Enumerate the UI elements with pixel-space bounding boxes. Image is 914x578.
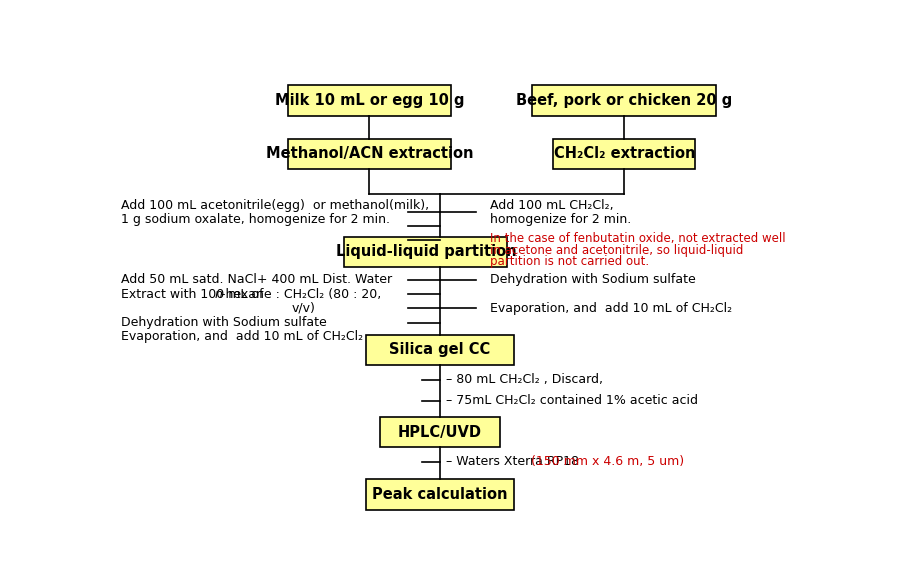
Text: Extract with 100 mL of: Extract with 100 mL of [122,288,268,301]
FancyBboxPatch shape [345,237,507,267]
Text: 1 g sodium oxalate, homogenize for 2 min.: 1 g sodium oxalate, homogenize for 2 min… [122,213,390,226]
Text: homogenize for 2 min.: homogenize for 2 min. [490,213,631,226]
Text: CH₂Cl₂ extraction: CH₂Cl₂ extraction [554,146,695,161]
Text: partition is not carried out.: partition is not carried out. [490,255,649,268]
Text: Add 50 mL satd. NaCl+ 400 mL Dist. Water: Add 50 mL satd. NaCl+ 400 mL Dist. Water [122,273,392,286]
Text: Evaporation, and  add 10 mL of CH₂Cl₂: Evaporation, and add 10 mL of CH₂Cl₂ [122,331,364,343]
Text: -hexane : CH₂Cl₂ (80 : 20,: -hexane : CH₂Cl₂ (80 : 20, [220,288,381,301]
Text: Dehydration with Sodium sulfate: Dehydration with Sodium sulfate [490,273,696,286]
Text: Dehydration with Sodium sulfate: Dehydration with Sodium sulfate [122,316,327,329]
Text: Evaporation, and  add 10 mL of CH₂Cl₂: Evaporation, and add 10 mL of CH₂Cl₂ [490,302,732,315]
Text: Beef, pork or chicken 20 g: Beef, pork or chicken 20 g [516,93,732,108]
FancyBboxPatch shape [288,86,451,116]
Text: – 80 mL CH₂Cl₂ , Discard,: – 80 mL CH₂Cl₂ , Discard, [446,373,602,386]
Text: Peak calculation: Peak calculation [372,487,508,502]
Text: (150 mm x 4.6 m, 5 um): (150 mm x 4.6 m, 5 um) [530,455,684,468]
FancyBboxPatch shape [288,139,451,169]
Text: Methanol/ACN extraction: Methanol/ACN extraction [265,146,473,161]
FancyBboxPatch shape [366,335,515,365]
FancyBboxPatch shape [380,417,500,447]
Text: v/v): v/v) [292,302,315,315]
FancyBboxPatch shape [554,139,696,169]
FancyBboxPatch shape [366,479,515,510]
Text: Add 100 mL acetonitrile(egg)  or methanol(milk),: Add 100 mL acetonitrile(egg) or methanol… [122,199,430,212]
Text: n: n [214,288,222,301]
Text: HPLC/UVD: HPLC/UVD [399,425,482,440]
FancyBboxPatch shape [532,86,717,116]
Text: in acetone and acetonitrile, so liquid-liquid: in acetone and acetonitrile, so liquid-l… [490,243,743,257]
Text: – 75mL CH₂Cl₂ contained 1% acetic acid: – 75mL CH₂Cl₂ contained 1% acetic acid [446,394,697,407]
Text: Liquid-liquid partition: Liquid-liquid partition [335,244,516,260]
Text: Milk 10 mL or egg 10 g: Milk 10 mL or egg 10 g [274,93,464,108]
Text: In the case of fenbutatin oxide, not extracted well: In the case of fenbutatin oxide, not ext… [490,232,785,245]
Text: Add 100 mL CH₂Cl₂,: Add 100 mL CH₂Cl₂, [490,199,613,212]
Text: Silica gel CC: Silica gel CC [389,342,491,357]
Text: – Waters Xterra RP18: – Waters Xterra RP18 [446,455,583,468]
